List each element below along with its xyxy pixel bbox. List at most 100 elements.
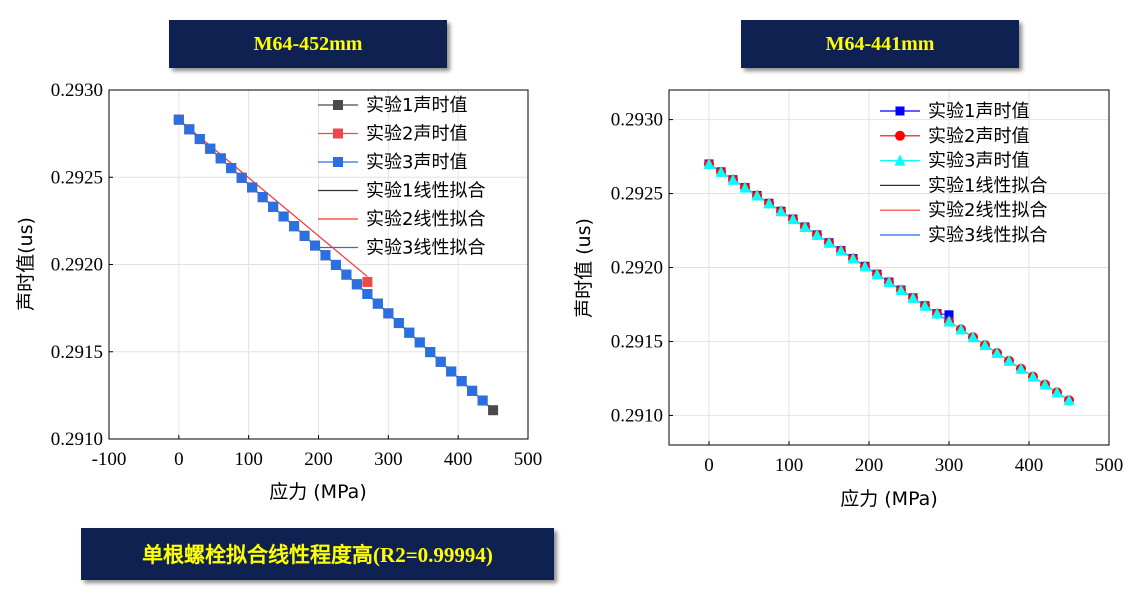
data-point-series-3 bbox=[787, 213, 799, 225]
legend-label-3: 实验3声时值 bbox=[366, 152, 467, 173]
legend-label-5: 实验2线性拟合 bbox=[366, 209, 485, 230]
data-point-series-3 bbox=[435, 356, 446, 367]
data-point-series-3 bbox=[715, 165, 727, 177]
data-point-series-3 bbox=[268, 201, 279, 212]
data-point-series-3 bbox=[320, 250, 331, 261]
chart-right: 0 100 200 300 400 500 0.2910 0.2915 0.2920 0.2925… bbox=[573, 89, 1124, 510]
legend-label-1: 实验1声时值 bbox=[366, 95, 467, 116]
markers-right bbox=[703, 157, 1075, 406]
data-point-series-3 bbox=[775, 205, 787, 217]
data-point-series-3 bbox=[931, 307, 943, 319]
x-tick-label: 0 bbox=[704, 455, 714, 476]
y-tick-label: 0.2925 bbox=[611, 184, 663, 205]
data-point-series-3 bbox=[173, 114, 184, 125]
x-tick-label: 500 bbox=[514, 449, 543, 470]
data-point-series-3 bbox=[414, 337, 425, 348]
legend-label-4: 实验1线性拟合 bbox=[366, 181, 485, 202]
data-point-series-3 bbox=[247, 182, 258, 193]
data-point-series-3 bbox=[393, 318, 404, 329]
data-point-series-3 bbox=[739, 181, 751, 193]
x-tick-label: 400 bbox=[1015, 455, 1044, 476]
y-tick-label: 0.2930 bbox=[611, 110, 663, 131]
legend-marker-3 bbox=[333, 157, 343, 167]
data-point-series-3 bbox=[1015, 362, 1027, 374]
tick-labels-left: -100 0 100 200 300 400 500 0.2910 0.2915 0.2920 0.… bbox=[51, 80, 543, 470]
data-point-series-3 bbox=[404, 327, 415, 338]
data-point-series-3 bbox=[194, 134, 205, 145]
x-tick-label: 200 bbox=[304, 449, 333, 470]
data-point-series-3 bbox=[289, 221, 300, 232]
y-tick-label: 0.2920 bbox=[611, 258, 663, 279]
data-point-series-3 bbox=[835, 244, 847, 256]
y-tick-label: 0.2915 bbox=[611, 331, 663, 352]
data-point-series-3 bbox=[299, 230, 310, 241]
x-tick-label: 500 bbox=[1095, 455, 1124, 476]
data-point-series-3 bbox=[1051, 386, 1063, 398]
data-point-series-3 bbox=[236, 172, 247, 183]
y-tick-label: 0.2925 bbox=[51, 167, 103, 188]
data-point-series-3 bbox=[278, 211, 289, 222]
x-tick-label: 300 bbox=[374, 449, 403, 470]
legend-marker-2 bbox=[333, 128, 343, 139]
data-point-series-3 bbox=[257, 192, 268, 203]
data-point-series-3 bbox=[351, 279, 362, 290]
chart-title-left: M64-452mm bbox=[169, 20, 447, 68]
data-point-series-3 bbox=[751, 189, 763, 201]
y-tick-label: 0.2910 bbox=[51, 429, 103, 450]
x-tick-label: 100 bbox=[775, 455, 804, 476]
data-point-series-3 bbox=[823, 236, 835, 248]
x-tick-label: 100 bbox=[234, 449, 263, 470]
data-point-series-3 bbox=[310, 240, 321, 251]
y-tick-label: 0.2930 bbox=[51, 80, 103, 101]
data-point-series-3 bbox=[446, 366, 457, 377]
legend-marker-1 bbox=[333, 100, 343, 110]
y-axis-label-left: 声时值(us) bbox=[15, 217, 37, 311]
data-point-series-3 bbox=[955, 323, 967, 335]
data-point-series-3 bbox=[967, 331, 979, 343]
legend-marker-3 bbox=[894, 154, 906, 166]
data-point-series-1 bbox=[488, 405, 499, 416]
legend-marker-2 bbox=[895, 130, 905, 141]
data-point-series-1 bbox=[944, 310, 954, 320]
data-point-series-3 bbox=[341, 269, 352, 280]
data-point-series-3 bbox=[727, 173, 739, 185]
data-point-series-3 bbox=[215, 153, 226, 164]
data-point-series-3 bbox=[907, 291, 919, 303]
markers-left bbox=[173, 114, 499, 416]
data-point-series-2 bbox=[362, 276, 373, 287]
x-tick-label: 400 bbox=[444, 449, 473, 470]
y-tick-label: 0.2910 bbox=[611, 405, 663, 426]
x-axis-label-left: 应力 (MPa) bbox=[269, 481, 367, 503]
data-point-series-3 bbox=[205, 143, 216, 154]
chart-title-right: M64-441mm bbox=[741, 20, 1019, 68]
x-tick-label: 200 bbox=[855, 455, 884, 476]
data-point-series-3 bbox=[979, 339, 991, 351]
legend-label-6: 实验3线性拟合 bbox=[366, 238, 485, 259]
data-point-series-3 bbox=[383, 308, 394, 319]
grid-right bbox=[669, 90, 1110, 445]
data-point-series-3 bbox=[919, 299, 931, 311]
data-point-series-3 bbox=[799, 220, 811, 232]
data-point-series-3 bbox=[425, 347, 436, 358]
data-point-series-3 bbox=[362, 288, 373, 299]
data-point-series-3 bbox=[477, 395, 488, 406]
legend-label-2: 实验2声时值 bbox=[366, 124, 467, 145]
data-point-series-3 bbox=[703, 157, 715, 169]
legend-label-5: 实验2线性拟合 bbox=[928, 200, 1047, 221]
data-point-series-3 bbox=[811, 228, 823, 240]
data-point-series-3 bbox=[330, 259, 341, 270]
y-tick-label: 0.2915 bbox=[51, 342, 103, 363]
conclusion-banner: 单根螺栓拟合线性程度高(R2=0.99994) bbox=[81, 528, 554, 580]
data-point-series-3 bbox=[883, 276, 895, 288]
data-point-series-3 bbox=[943, 315, 955, 327]
data-point-series-3 bbox=[1063, 394, 1075, 406]
data-point-series-3 bbox=[372, 298, 383, 309]
x-tick-label: 300 bbox=[935, 455, 964, 476]
data-point-series-3 bbox=[895, 283, 907, 295]
data-point-series-3 bbox=[991, 346, 1003, 358]
x-tick-label: 0 bbox=[174, 449, 184, 470]
legend-label-3: 实验3声时值 bbox=[928, 151, 1029, 172]
